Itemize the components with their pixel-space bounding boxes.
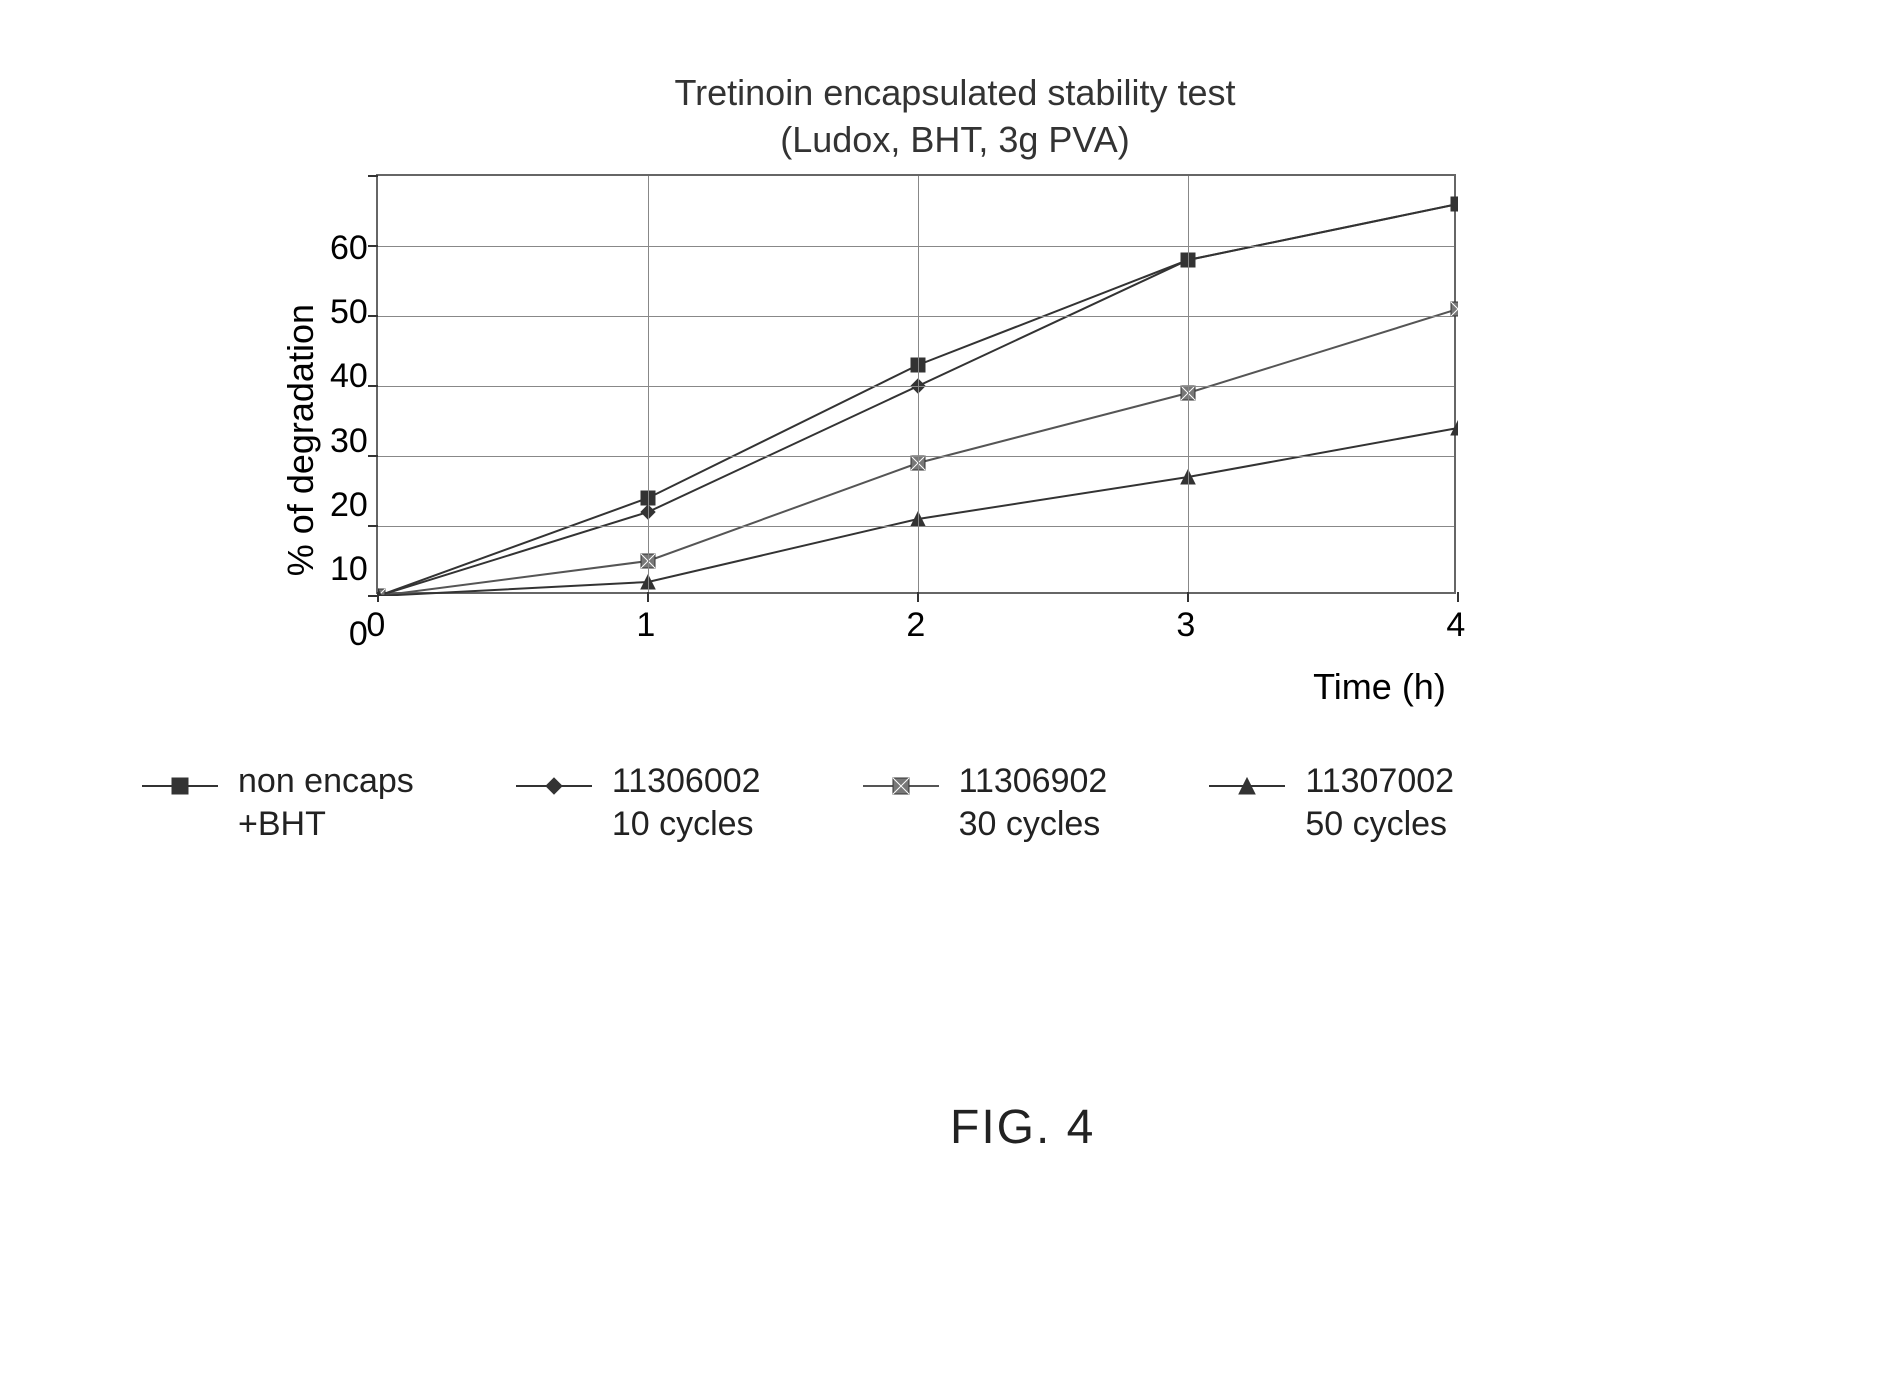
x-axis-ticks: 01234 <box>376 606 1456 656</box>
legend-label-line1: 11307002 <box>1305 760 1454 803</box>
y-tick-mark <box>368 525 378 527</box>
y-tick: 0 <box>349 617 368 651</box>
legend-label-line2: 10 cycles <box>612 803 761 846</box>
x-axis-label: Time (h) <box>376 666 1456 708</box>
gridline-vertical <box>1188 176 1189 592</box>
y-tick-mark <box>368 175 378 177</box>
chart-body: % of degradation 60 50 40 30 20 10 0 0 1 2 3 4 Tim… <box>280 174 1630 708</box>
x-tick: 0 <box>366 606 385 645</box>
legend-label-line1: 11306002 <box>612 760 761 803</box>
y-tick: 10 <box>330 552 368 586</box>
legend-label-line2: 50 cycles <box>1305 803 1454 846</box>
x-tick-mark <box>1457 592 1459 602</box>
gridline-horizontal <box>378 316 1454 317</box>
plot-area <box>376 174 1456 594</box>
x-tick-mark <box>377 592 379 602</box>
legend-item-non_encaps_bht: non encaps+BHT <box>140 760 414 845</box>
legend-item-11306002_10cycles: 1130600210 cycles <box>514 760 761 845</box>
y-tick-mark <box>368 385 378 387</box>
gridline-horizontal <box>378 456 1454 457</box>
y-tick-mark <box>368 245 378 247</box>
legend-marker-icon <box>140 766 220 806</box>
y-tick-mark <box>368 455 378 457</box>
legend-label-line1: non encaps <box>238 760 414 803</box>
chart-container: Tretinoin encapsulated stability test (L… <box>280 70 1630 708</box>
gridline-vertical <box>648 176 649 592</box>
legend-label: non encaps+BHT <box>238 760 414 845</box>
y-tick: 30 <box>330 424 368 458</box>
legend-label: 1130700250 cycles <box>1305 760 1454 845</box>
legend-label-line2: +BHT <box>238 803 414 846</box>
x-tick: 4 <box>1446 606 1465 645</box>
y-axis-ticks: 60 50 40 30 20 10 0 <box>330 231 368 651</box>
x-tick: 1 <box>636 606 655 645</box>
y-tick-mark <box>368 315 378 317</box>
x-tick-mark <box>1187 592 1189 602</box>
gridline-horizontal <box>378 246 1454 247</box>
series-marker-11306902_30cycles <box>1451 302 1458 316</box>
plot-wrap: 01234 Time (h) <box>376 174 1456 708</box>
gridline-horizontal <box>378 526 1454 527</box>
chart-title: Tretinoin encapsulated stability test (L… <box>280 70 1630 164</box>
chart-title-line2: (Ludox, BHT, 3g PVA) <box>280 117 1630 164</box>
x-tick-mark <box>917 592 919 602</box>
chart-title-line1: Tretinoin encapsulated stability test <box>280 70 1630 117</box>
x-tick-mark <box>647 592 649 602</box>
gridline-vertical <box>918 176 919 592</box>
legend-marker-icon <box>514 766 594 806</box>
y-tick: 20 <box>330 488 368 522</box>
legend-marker-icon <box>1207 766 1287 806</box>
y-tick: 40 <box>330 359 368 393</box>
legend-label: 1130600210 cycles <box>612 760 761 845</box>
legend-label-line1: 11306902 <box>959 760 1108 803</box>
legend-label-line2: 30 cycles <box>959 803 1108 846</box>
series-marker-11307002_50cycles <box>1451 421 1458 435</box>
x-tick: 3 <box>1176 606 1195 645</box>
gridline-horizontal <box>378 386 1454 387</box>
legend-item-11306902_30cycles: 1130690230 cycles <box>861 760 1108 845</box>
legend-label: 1130690230 cycles <box>959 760 1108 845</box>
figure-label: FIG. 4 <box>950 1100 1095 1155</box>
legend: non encaps+BHT 1130600210 cycles 113069023… <box>140 760 1740 845</box>
y-tick: 60 <box>330 231 368 265</box>
legend-item-11307002_50cycles: 1130700250 cycles <box>1207 760 1454 845</box>
x-tick: 2 <box>906 606 925 645</box>
y-tick: 50 <box>330 295 368 329</box>
y-axis-label: % of degradation <box>280 304 322 576</box>
legend-marker-icon <box>861 766 941 806</box>
